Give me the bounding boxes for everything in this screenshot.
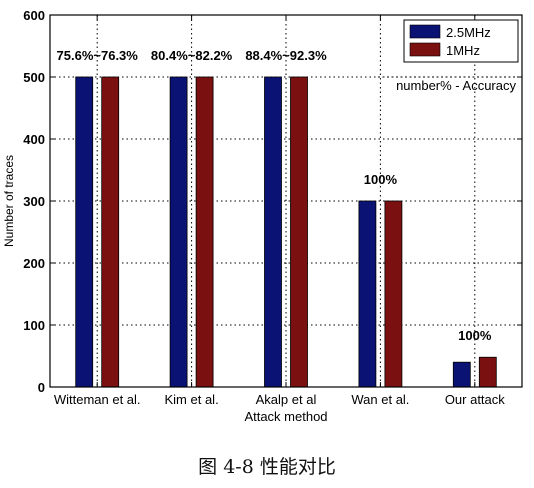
x-axis-ticks: Witteman et al. Kim et al. Akalp et al Wan … — [54, 15, 505, 407]
legend-label-2-5mhz: 2.5MHz — [446, 25, 491, 40]
figure-caption: 图 4-8 性能对比 — [198, 456, 336, 478]
bar-2-5mhz-3 — [358, 200, 377, 388]
bar-accuracy-label-0: 75.6%~76.3% — [57, 48, 139, 63]
y-tick-label-2: 200 — [23, 256, 45, 271]
bar-2-5mhz-4 — [452, 361, 471, 388]
annotation-text: number% - Accuracy — [396, 78, 516, 93]
x-tick-label-1: Kim et al. — [165, 392, 219, 407]
legend-swatch-1mhz — [409, 42, 441, 57]
grid-lines — [50, 15, 522, 387]
y-tick-label-6: 600 — [23, 8, 45, 23]
bar-labels: 75.6%~76.3% 80.4%~82.2% 88.4%~92.3% 100% 100… — [57, 48, 492, 343]
x-tick-label-3: Wan et al. — [351, 392, 409, 407]
y-axis-ticks: 0 100 200 300 400 500 600 — [23, 8, 522, 395]
bar-accuracy-label-4: 100% — [458, 328, 492, 343]
y-tick-label-5: 500 — [23, 70, 45, 85]
bar-1mhz-2 — [290, 76, 308, 388]
y-axis-label: Number of traces — [2, 155, 16, 247]
bar-chart: 75.6%~76.3% 80.4%~82.2% 88.4%~92.3% 100% 100… — [2, 8, 523, 424]
bar-accuracy-label-2: 88.4%~92.3% — [245, 48, 327, 63]
y-tick-label-3: 300 — [23, 194, 45, 209]
y-tick-label-0: 0 — [38, 380, 45, 395]
bar-accuracy-label-1: 80.4%~82.2% — [151, 48, 233, 63]
x-tick-label-4: Our attack — [445, 392, 505, 407]
y-tick-label-1: 100 — [23, 318, 45, 333]
bar-1mhz-1 — [195, 76, 214, 388]
legend-label-1mhz: 1MHz — [446, 43, 480, 58]
y-tick-label-4: 400 — [23, 132, 45, 147]
bar-2-5mhz-0 — [75, 76, 94, 388]
bar-1mhz-4 — [478, 356, 497, 388]
bar-accuracy-label-3: 100% — [364, 172, 398, 187]
bar-2-5mhz-1 — [169, 76, 188, 388]
x-axis-label: Attack method — [244, 409, 327, 424]
bar-1mhz-3 — [384, 200, 403, 388]
bar-2-5mhz-2 — [264, 76, 282, 388]
x-tick-label-0: Witteman et al. — [54, 392, 141, 407]
bars — [75, 76, 497, 388]
bar-1mhz-0 — [101, 76, 120, 388]
legend-swatch-2-5mhz — [409, 24, 441, 39]
legend: 2.5MHz 1MHz — [403, 19, 519, 63]
x-tick-label-2: Akalp et al — [256, 392, 317, 407]
